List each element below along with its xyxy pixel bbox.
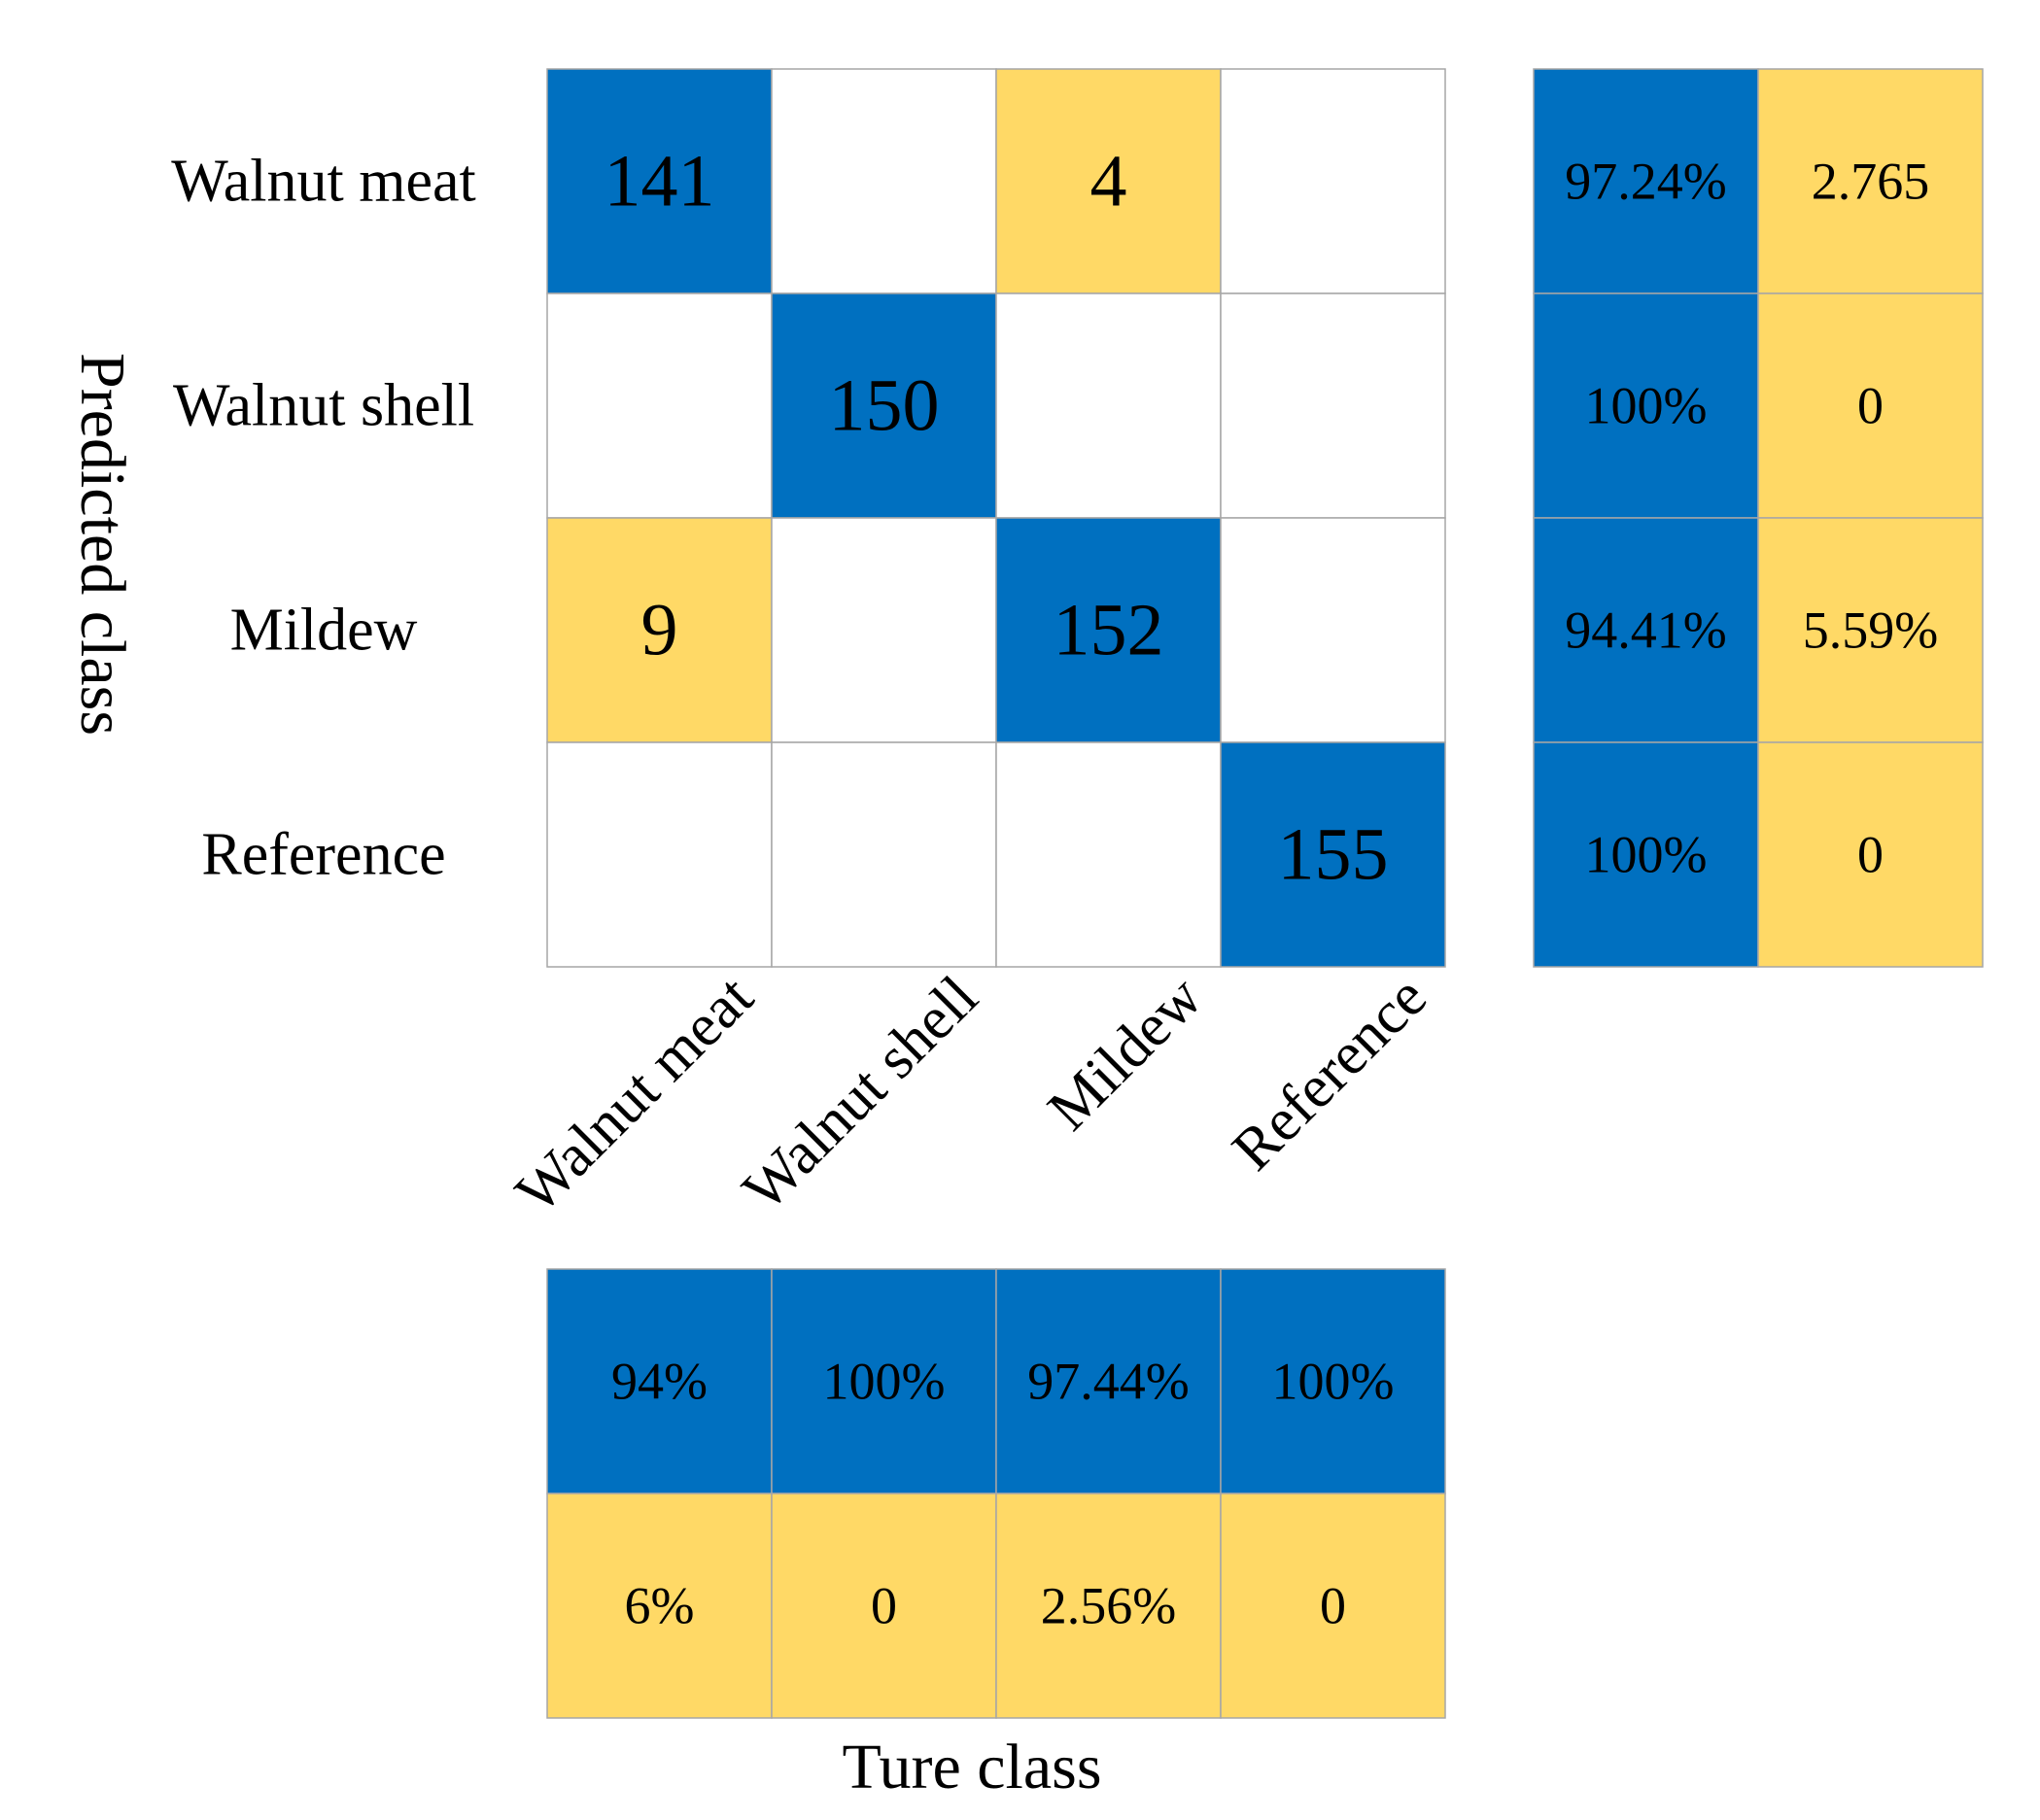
row-summary-panel: 97.24% 2.765 100% 0 94.41% 5.59% 100% 0	[1533, 68, 1984, 968]
matrix-cell	[546, 517, 773, 743]
row-summary-value: 100%	[1585, 377, 1708, 435]
matrix-cell	[771, 68, 997, 294]
matrix-cell	[546, 68, 773, 294]
main-matrix: 141 4 150 9 152 155	[546, 68, 1446, 968]
column-label: Walnut meat	[503, 964, 766, 1226]
column-summary-value: 2.56%	[1041, 1577, 1176, 1635]
matrix-cell	[546, 741, 773, 968]
matrix-value: 4	[1090, 141, 1127, 223]
matrix-cell	[771, 741, 997, 968]
column-summary-cell	[995, 1493, 1222, 1719]
matrix-value: 141	[605, 141, 715, 223]
column-summary-cell	[546, 1268, 773, 1494]
matrix-cell	[995, 741, 1222, 968]
row-summary-value: 100%	[1585, 826, 1708, 884]
matrix-value: 152	[1054, 590, 1164, 671]
column-summary-cell	[546, 1493, 773, 1719]
matrix-cell	[546, 292, 773, 519]
row-label: Walnut meat	[171, 149, 476, 215]
column-summary-value: 97.44%	[1027, 1353, 1189, 1411]
matrix-cell	[995, 68, 1222, 294]
column-summary-cell	[1220, 1493, 1446, 1719]
matrix-cell	[1220, 68, 1446, 294]
row-label: Reference	[201, 822, 445, 888]
column-label: Mildew	[1035, 964, 1215, 1144]
matrix-cell	[995, 517, 1222, 743]
row-summary-cell	[1757, 517, 1984, 743]
matrix-value: 155	[1278, 814, 1389, 896]
row-summary-cell	[1533, 68, 1759, 294]
matrix-cell	[771, 292, 997, 519]
matrix-cell	[995, 292, 1222, 519]
matrix-cell	[1220, 741, 1446, 968]
row-summary-value: 0	[1857, 826, 1884, 884]
row-summary-value: 5.59%	[1803, 601, 1938, 660]
matrix-value: 9	[641, 590, 678, 671]
column-summary-cell	[995, 1268, 1222, 1494]
row-summary-cell	[1757, 68, 1984, 294]
matrix-cell	[1220, 517, 1446, 743]
column-label: Walnut shell	[731, 964, 990, 1223]
row-summary-cell	[1757, 741, 1984, 968]
row-label: Walnut shell	[173, 373, 474, 439]
matrix-cell	[771, 517, 997, 743]
row-labels: Walnut meat Walnut shell Mildew Reference	[171, 149, 476, 888]
matrix-value: 150	[829, 365, 940, 447]
column-summary-value: 0	[1320, 1577, 1346, 1635]
row-summary-cell	[1533, 741, 1759, 968]
row-summary-value: 97.24%	[1565, 153, 1726, 211]
column-summary-cell	[771, 1493, 997, 1719]
row-label: Mildew	[230, 598, 418, 664]
column-label: Reference	[1220, 964, 1439, 1184]
row-summary-value: 94.41%	[1565, 601, 1726, 660]
column-summary-value: 100%	[823, 1353, 946, 1411]
y-axis-label: Predicted class	[67, 353, 138, 736]
column-summary-value: 100%	[1272, 1353, 1395, 1411]
row-summary-value: 0	[1857, 377, 1884, 435]
row-summary-cell	[1757, 292, 1984, 519]
column-summary-value: 0	[871, 1577, 897, 1635]
matrix-cell	[1220, 292, 1446, 519]
column-summary-value: 94%	[611, 1353, 708, 1411]
x-axis-label: Ture class	[842, 1732, 1101, 1803]
column-summary-panel: 94% 100% 97.44% 100% 6% 0 2.56% 0	[546, 1268, 1446, 1719]
column-summary-value: 6%	[625, 1577, 695, 1635]
row-summary-value: 2.765	[1812, 153, 1930, 211]
column-summary-cell	[771, 1268, 997, 1494]
column-summary-cell	[1220, 1268, 1446, 1494]
